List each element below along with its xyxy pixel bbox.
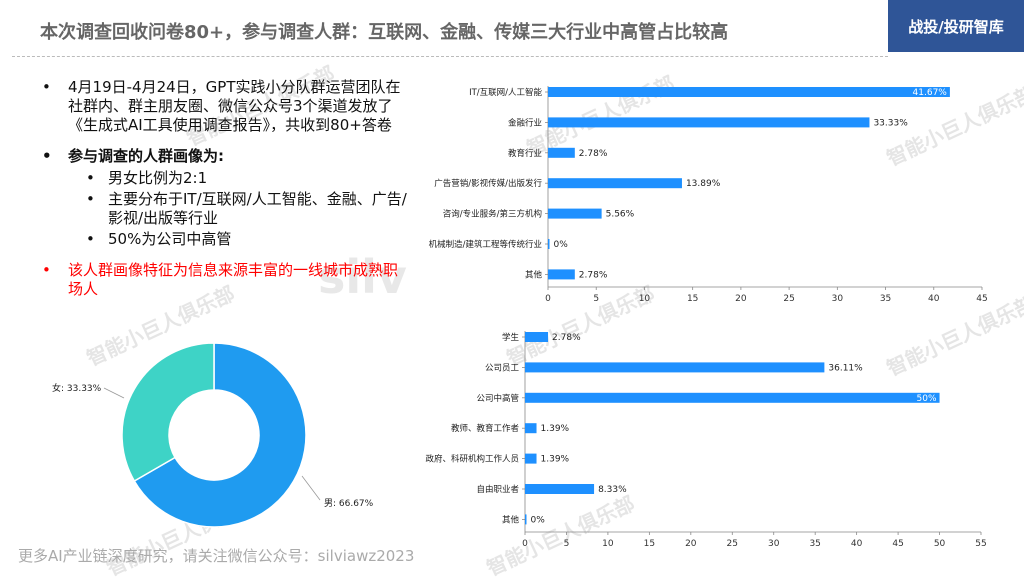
category-label: 公司员工 xyxy=(485,363,520,373)
x-tick-label: 25 xyxy=(783,294,794,304)
x-tick-label: 30 xyxy=(768,539,780,549)
x-tick-label: 10 xyxy=(602,539,614,549)
bar xyxy=(525,392,940,403)
data-label: 8.33% xyxy=(598,485,627,495)
category-label: 公司中高管 xyxy=(476,393,519,404)
category-label: 机械制造/建筑工程等传统行业 xyxy=(429,239,542,250)
x-tick-label: 5 xyxy=(593,294,599,304)
x-tick-label: 40 xyxy=(851,539,863,549)
x-tick-label: 55 xyxy=(975,539,986,549)
data-label: 1.39% xyxy=(541,424,570,434)
x-tick-label: 20 xyxy=(685,539,697,549)
data-label: 41.67% xyxy=(913,88,948,98)
x-tick-label: 45 xyxy=(976,294,987,304)
data-label: 0% xyxy=(554,240,569,250)
sub-item: 男女比例为2:1 xyxy=(68,169,412,188)
category-label: 教育行业 xyxy=(508,148,542,159)
data-label: 5.56% xyxy=(606,210,635,220)
x-tick-label: 40 xyxy=(928,294,940,304)
x-tick-label: 5 xyxy=(564,539,570,549)
x-tick-label: 0 xyxy=(545,294,551,304)
bullet-item: 4月19日-4月24日，GPT实践小分队群运营团队在社群内、群主朋友圈、微信公众… xyxy=(42,78,412,135)
x-tick-label: 10 xyxy=(639,294,651,304)
category-label: IT/互联网/人工智能 xyxy=(469,87,542,98)
bullet-list: 4月19日-4月24日，GPT实践小分队群运营团队在社群内、群主朋友圈、微信公众… xyxy=(42,78,412,311)
pie-slice xyxy=(133,342,307,528)
bar xyxy=(548,178,682,189)
data-label: 2.78% xyxy=(579,149,608,159)
bullet-item-highlight: 该人群画像特征为信息来源丰富的一线城市成熟职场人 xyxy=(42,261,412,299)
bar xyxy=(548,117,870,128)
pie-slice xyxy=(121,342,215,483)
title-divider xyxy=(12,56,888,57)
x-tick-label: 35 xyxy=(809,539,820,549)
category-label: 咨询/专业服务/第三方机构 xyxy=(443,209,542,220)
x-tick-label: 45 xyxy=(892,539,903,549)
data-label: 13.89% xyxy=(686,179,721,189)
bullet-text: 4月19日-4月24日，GPT实践小分队群运营团队在社群内、群主朋友圈、微信公众… xyxy=(68,78,401,134)
x-tick-label: 15 xyxy=(644,539,655,549)
pie-leader-line xyxy=(103,387,125,399)
bar xyxy=(525,362,825,373)
category-label: 学生 xyxy=(502,332,520,343)
sub-item: 50%为公司中高管 xyxy=(68,230,412,249)
category-label: 广告营销/影视传媒/出版发行 xyxy=(434,178,542,189)
x-tick-label: 30 xyxy=(832,294,844,304)
sub-list: 男女比例为2:1 主要分布于IT/互联网/人工智能、金融、广告/影视/出版等行业… xyxy=(68,169,412,249)
footer-note: 更多AI产业链深度研究，请关注微信公众号：silviawz2023 xyxy=(18,547,415,565)
bar xyxy=(548,147,575,158)
x-tick-label: 15 xyxy=(687,294,698,304)
pie-label: 女: 33.33% xyxy=(52,382,102,394)
x-tick-label: 0 xyxy=(522,539,528,549)
bullet-item: 参与调查的人群画像为: 男女比例为2:1 主要分布于IT/互联网/人工智能、金融… xyxy=(42,147,412,249)
x-tick-label: 50 xyxy=(934,539,946,549)
bullet-text: 参与调查的人群画像为: xyxy=(68,147,224,165)
category-label: 政府、科研机构工作人员 xyxy=(425,454,519,465)
category-label: 其他 xyxy=(502,514,520,525)
data-label: 1.39% xyxy=(541,455,570,465)
data-label: 0% xyxy=(531,515,546,525)
data-label: 50% xyxy=(917,394,937,404)
bar xyxy=(525,514,527,525)
brand-badge: 战投/投研智库 xyxy=(888,0,1024,52)
data-label: 2.78% xyxy=(552,333,581,343)
bar xyxy=(548,208,602,219)
x-tick-label: 20 xyxy=(735,294,747,304)
bar xyxy=(525,453,537,464)
data-label: 33.33% xyxy=(873,118,908,128)
bar xyxy=(525,484,595,494)
pie-leader-line xyxy=(301,475,321,501)
bar xyxy=(525,332,549,342)
category-label: 其他 xyxy=(525,269,543,280)
x-tick-label: 35 xyxy=(880,294,891,304)
sub-item: 主要分布于IT/互联网/人工智能、金融、广告/影视/出版等行业 xyxy=(68,190,412,228)
bullet-text: 该人群画像特征为信息来源丰富的一线城市成熟职场人 xyxy=(68,261,399,298)
bar xyxy=(548,269,575,280)
pie-label: 男: 66.67% xyxy=(324,498,374,509)
category-label: 自由职业者 xyxy=(476,484,519,495)
category-label: 教师、教育工作者 xyxy=(451,423,520,434)
x-tick-label: 25 xyxy=(727,539,738,549)
bar xyxy=(548,239,550,249)
category-label: 金融行业 xyxy=(508,117,542,128)
bar xyxy=(525,423,537,434)
page-title: 本次调查回收问卷80+，参与调查人群：互联网、金融、传媒三大行业中高管占比较高 xyxy=(40,22,729,43)
bar xyxy=(548,87,950,97)
data-label: 36.11% xyxy=(828,363,863,373)
data-label: 2.78% xyxy=(579,270,608,280)
